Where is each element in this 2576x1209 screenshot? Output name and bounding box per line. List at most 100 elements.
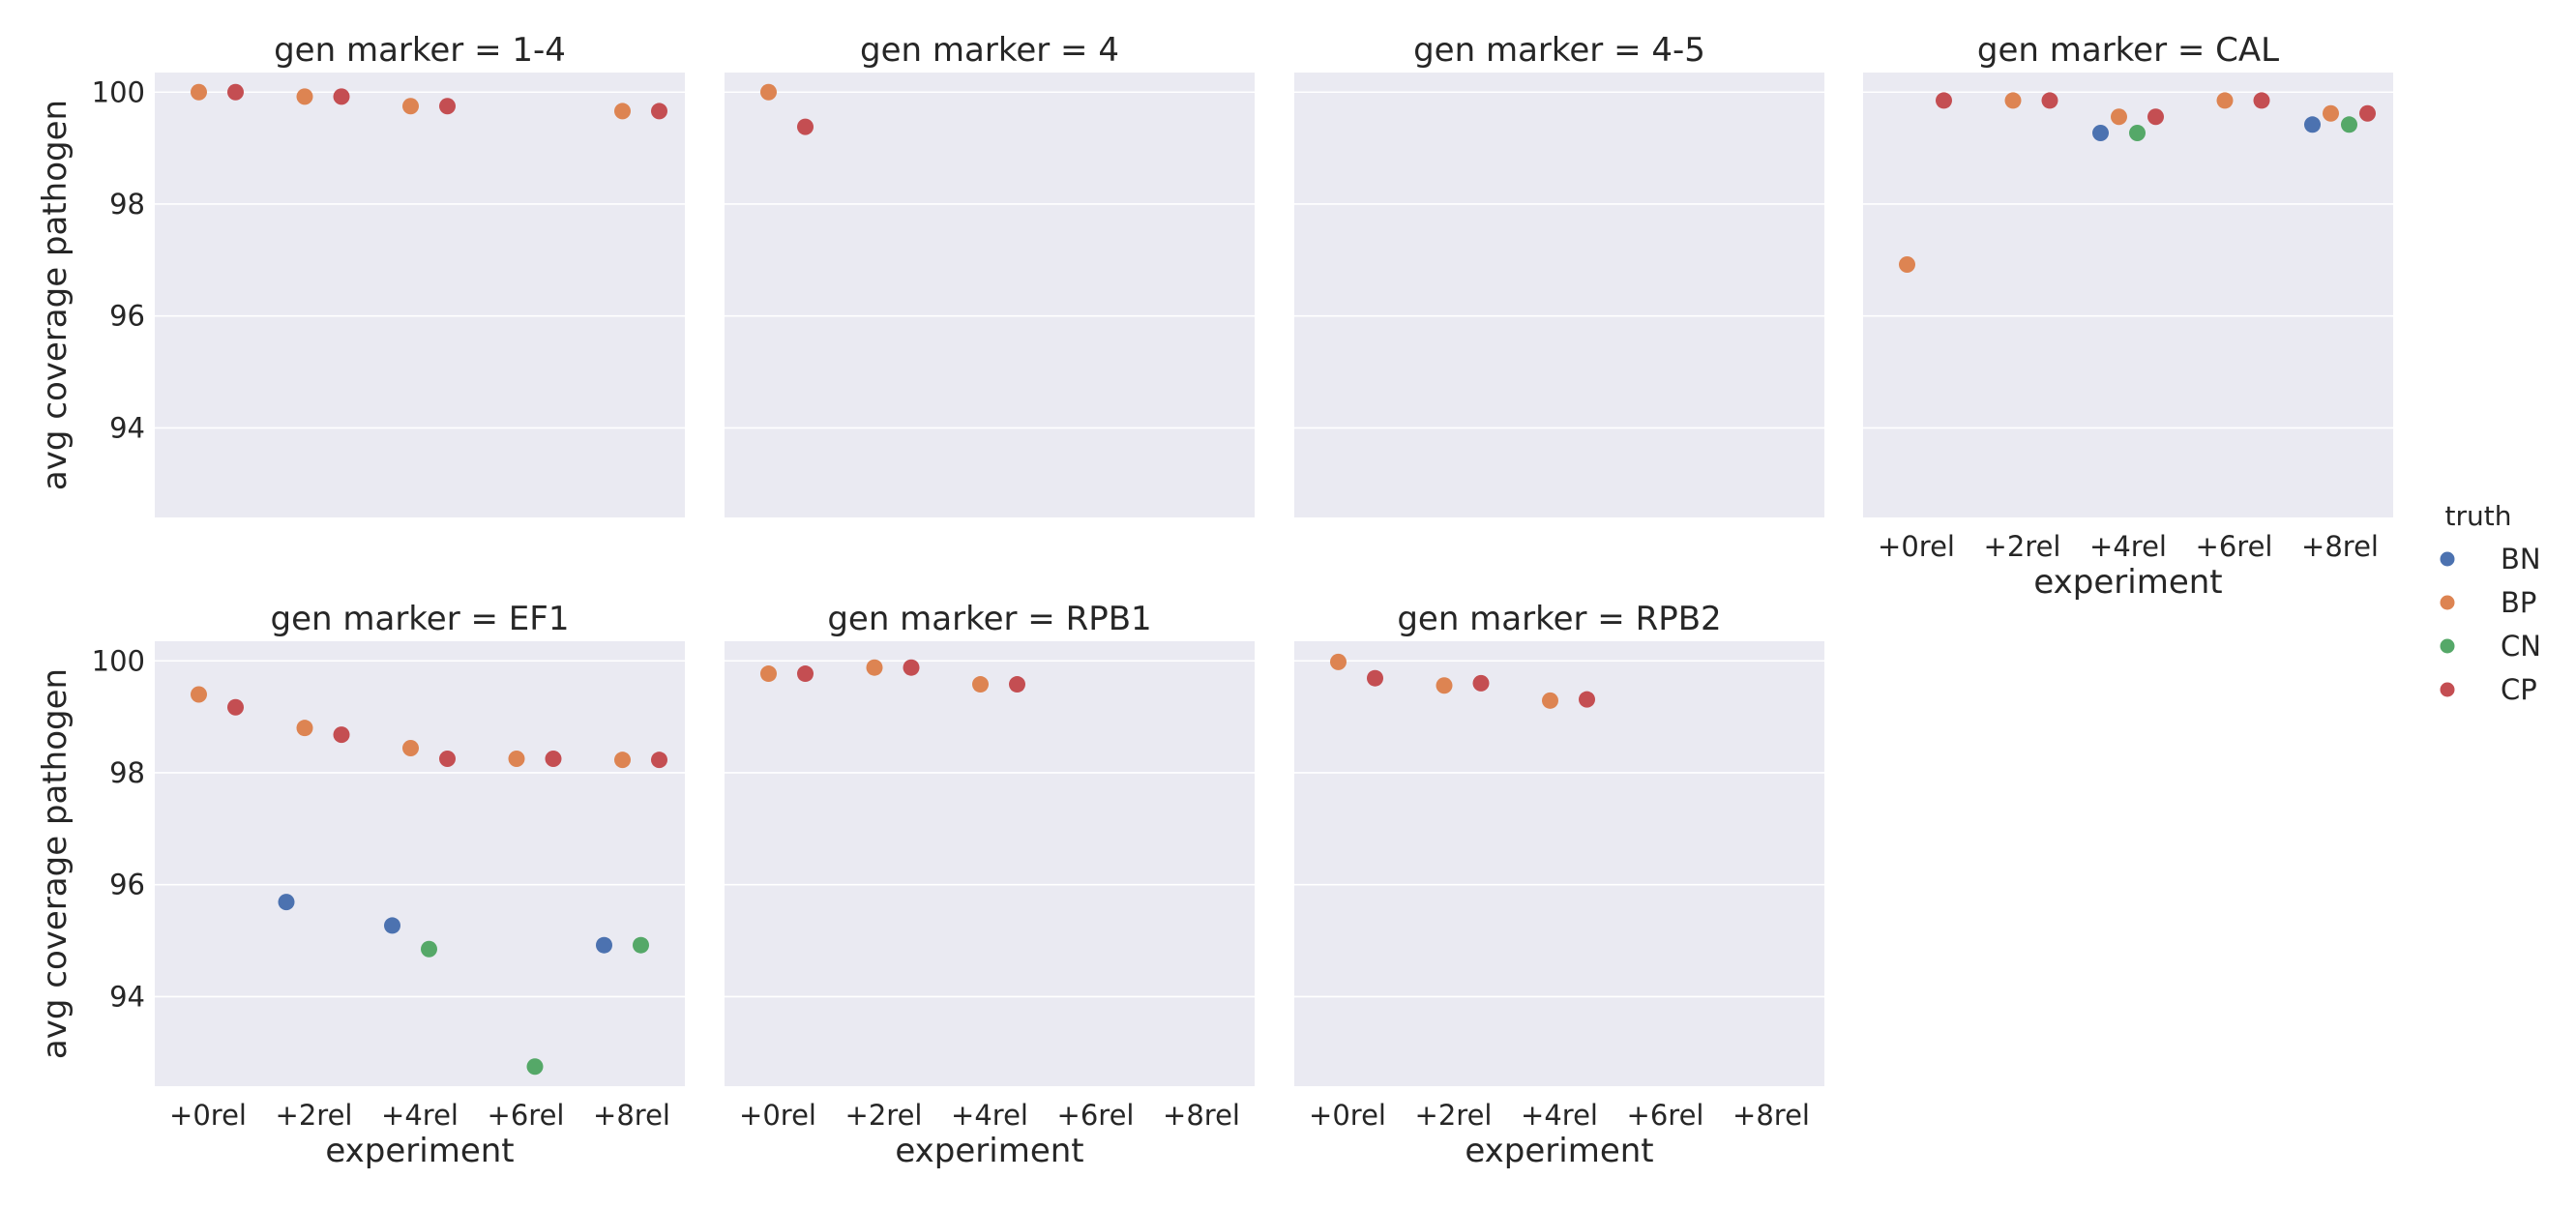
legend-marker-CP	[2440, 682, 2455, 697]
data-point-BP	[402, 98, 419, 115]
panel-background	[155, 641, 685, 1086]
data-point-CP	[903, 659, 920, 676]
y-tick-label: 96	[109, 300, 145, 333]
data-point-BP	[1542, 692, 1558, 709]
x-tick-label: +0rel	[739, 1099, 816, 1132]
y-tick-label: 96	[109, 869, 145, 901]
x-tick-label: +4rel	[381, 1099, 459, 1132]
data-point-BP	[2111, 108, 2127, 126]
y-tick-label: 94	[109, 411, 145, 444]
data-point-BP	[402, 740, 419, 757]
legend-label: BP	[2501, 586, 2536, 619]
data-point-CP	[333, 726, 350, 744]
x-tick-label: +4rel	[1521, 1099, 1598, 1132]
legend-title: truth	[2445, 500, 2512, 532]
legend-marker-CN	[2440, 638, 2455, 654]
data-point-CP	[227, 83, 244, 101]
data-point-BP	[1330, 653, 1347, 670]
data-point-CP	[651, 752, 667, 769]
legend-marker-BN	[2440, 551, 2455, 567]
x-tick-label: +8rel	[593, 1099, 670, 1132]
data-point-CP	[545, 751, 562, 768]
y-tick-label: 100	[92, 644, 145, 677]
x-tick-label: +8rel	[2301, 530, 2379, 563]
data-point-CP	[1936, 92, 1952, 109]
x-tick-label: +6rel	[2196, 530, 2273, 563]
y-axis-label: avg coverage pathogen	[36, 668, 74, 1059]
facet-panel: gen marker = EF1 94 96 98 100 avg coverage pa…	[36, 600, 685, 1170]
data-point-BP	[191, 83, 207, 101]
x-tick-label: +2rel	[276, 1099, 353, 1132]
data-point-BP	[191, 686, 207, 703]
y-tick-label: 98	[109, 756, 145, 789]
data-point-CP	[1367, 669, 1383, 687]
panel-background	[1294, 641, 1824, 1086]
x-tick-label: +2rel	[1415, 1099, 1493, 1132]
panel-background	[725, 73, 1255, 517]
data-point-BP	[866, 659, 883, 676]
x-tick-label: +0rel	[1878, 530, 1955, 563]
x-tick-label: +6rel	[1057, 1099, 1135, 1132]
panel-title: gen marker = RPB2	[1397, 600, 1721, 638]
data-point-BP	[296, 720, 313, 737]
y-tick-label: 98	[109, 188, 145, 221]
data-point-BP	[2004, 92, 2022, 109]
data-point-BP	[508, 751, 525, 768]
facet-panel: gen marker = RPB2 +0rel +2rel +4rel +6rel +8r…	[1294, 600, 1824, 1170]
panel-title: gen marker = RPB1	[827, 600, 1151, 638]
data-point-CP	[1472, 674, 1490, 692]
x-tick-label: +4rel	[951, 1099, 1028, 1132]
y-axis-label: avg coverage pathogen	[36, 100, 74, 490]
panel-title: gen marker = CAL	[1977, 31, 2279, 70]
facet-panel: gen marker = 1-4 94 96 98 100 avg coverage pa…	[36, 31, 685, 517]
x-tick-label: +4rel	[2089, 530, 2167, 563]
data-point-CN	[633, 936, 649, 954]
x-axis-label: experiment	[2033, 563, 2222, 602]
x-tick-label: +0rel	[1309, 1099, 1386, 1132]
data-point-CP	[2147, 108, 2164, 126]
data-point-CP	[227, 698, 244, 716]
x-tick-label: +8rel	[1163, 1099, 1240, 1132]
legend: truth BN BP CN CP	[2440, 500, 2541, 706]
data-point-CP	[1009, 676, 1025, 693]
data-point-CP	[651, 103, 667, 120]
data-point-BP	[1899, 255, 1915, 273]
legend-label: CN	[2501, 630, 2541, 663]
data-point-CN	[2129, 124, 2146, 141]
y-tick-label: 94	[109, 980, 145, 1013]
x-tick-label: +2rel	[1984, 530, 2061, 563]
data-point-CN	[526, 1058, 544, 1076]
panel-title: gen marker = 4	[860, 31, 1119, 70]
data-point-CP	[797, 118, 814, 135]
data-point-BP	[972, 676, 989, 693]
panel-background	[725, 641, 1255, 1086]
data-point-CP	[2253, 92, 2270, 109]
data-point-CP	[2041, 92, 2058, 109]
panel-title: gen marker = 1-4	[274, 31, 566, 70]
x-tick-label: +6rel	[488, 1099, 565, 1132]
x-axis-label: experiment	[895, 1132, 1083, 1170]
data-point-BN	[278, 894, 295, 911]
data-point-CP	[797, 665, 814, 683]
data-point-CP	[2359, 104, 2376, 122]
data-point-BP	[614, 752, 631, 769]
x-tick-label: +6rel	[1627, 1099, 1704, 1132]
data-point-BN	[596, 936, 612, 954]
x-tick-label: +8rel	[1732, 1099, 1810, 1132]
data-point-CP	[439, 98, 456, 115]
data-point-BN	[2304, 116, 2321, 133]
panel-title: gen marker = EF1	[271, 600, 570, 638]
x-tick-label: +0rel	[169, 1099, 247, 1132]
data-point-CP	[333, 88, 350, 105]
data-point-BP	[760, 665, 777, 683]
data-point-CN	[2341, 116, 2357, 133]
data-point-BN	[384, 917, 400, 934]
data-point-BP	[2216, 92, 2234, 109]
data-point-CP	[439, 751, 456, 768]
data-point-BP	[296, 88, 313, 105]
facet-panel: gen marker = 4	[725, 31, 1255, 517]
data-point-BP	[1436, 677, 1453, 694]
facet-panel: gen marker = RPB1 +0rel +2rel +4rel +6rel +8r…	[725, 600, 1255, 1170]
facet-panel: gen marker = CAL +0rel +2rel +4rel +6rel +8re…	[1863, 31, 2393, 602]
